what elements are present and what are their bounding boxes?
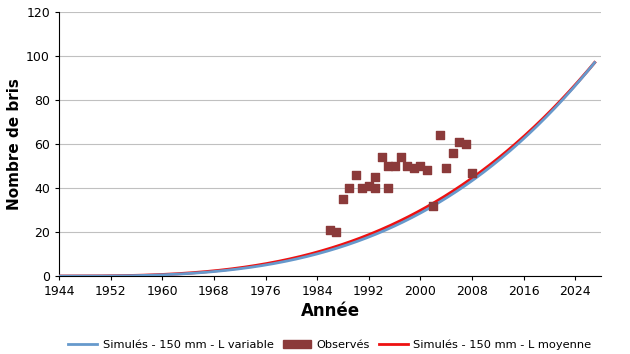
- X-axis label: Année: Année: [301, 302, 360, 320]
- Point: [435, 132, 445, 138]
- Point: [325, 227, 335, 233]
- Point: [389, 163, 399, 169]
- Point: [370, 174, 381, 180]
- Point: [351, 172, 361, 178]
- Point: [415, 163, 425, 169]
- Point: [396, 154, 406, 160]
- Point: [422, 167, 432, 173]
- Point: [403, 163, 413, 169]
- Point: [441, 165, 451, 171]
- Point: [467, 170, 477, 176]
- Point: [383, 163, 393, 169]
- Point: [454, 139, 464, 145]
- Point: [461, 141, 471, 147]
- Point: [338, 196, 348, 202]
- Point: [345, 185, 355, 191]
- Point: [428, 203, 438, 209]
- Point: [370, 185, 381, 191]
- Point: [409, 165, 419, 171]
- Point: [377, 154, 387, 160]
- Point: [383, 185, 393, 191]
- Point: [331, 229, 341, 235]
- Point: [364, 183, 374, 189]
- Y-axis label: Nombre de bris: Nombre de bris: [7, 78, 22, 210]
- Point: [447, 150, 457, 156]
- Point: [357, 185, 367, 191]
- Legend: Simulés - 150 mm - L variable, Observés, Simulés - 150 mm - L moyenne: Simulés - 150 mm - L variable, Observés,…: [64, 335, 596, 354]
